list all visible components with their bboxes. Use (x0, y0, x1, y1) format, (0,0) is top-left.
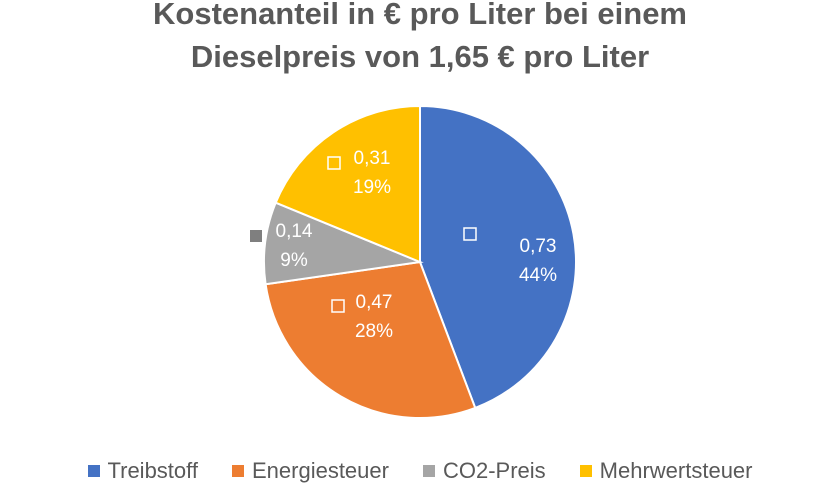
legend-swatch-co2-preis (422, 465, 435, 477)
data-label-percent-energiesteuer: 28% (355, 321, 393, 342)
data-label-value-co2-preis: 0,14 (276, 221, 313, 242)
pie-slice-energiesteuer (264, 260, 477, 419)
data-label-percent-treibstoff: 44% (519, 265, 557, 286)
chart-title: Kostenanteil in € pro Liter bei einem Di… (0, 0, 840, 78)
data-label-value-mehrwertsteuer: 0,31 (354, 148, 391, 169)
pie-slice-treibstoff (419, 104, 577, 410)
data-label-value-treibstoff: 0,73 (520, 236, 557, 257)
legend-item-co2-preis: CO2-Preis (422, 458, 546, 484)
chart-title-line-2: Dieselpreis von 1,65 € pro Liter (190, 39, 650, 74)
legend-label-co2-preis: CO2-Preis (442, 458, 546, 483)
legend-item-mehrwertsteuer: Mehrwertsteuer (579, 458, 753, 484)
legend-swatch-energiesteuer (231, 465, 244, 477)
data-label-marker-energiesteuer (331, 299, 345, 313)
data-label-percent-co2-preis: 9% (280, 250, 308, 271)
data-label-percent-mehrwertsteuer: 19% (353, 177, 391, 198)
legend-item-treibstoff: Treibstoff (87, 458, 198, 484)
legend-swatch-treibstoff (87, 465, 100, 477)
legend-label-mehrwertsteuer: Mehrwertsteuer (599, 458, 753, 483)
legend-label-treibstoff: Treibstoff (107, 458, 198, 483)
data-label-marker-mehrwertsteuer (327, 156, 341, 170)
legend-item-energiesteuer: Energiesteuer (231, 458, 389, 484)
legend: Treibstoff Energiesteuer CO2-Preis Mehrw… (0, 458, 840, 484)
data-label-value-energiesteuer: 0,47 (356, 292, 393, 313)
pie-slice-mehrwertsteuer (274, 104, 421, 264)
data-label-marker-treibstoff (463, 227, 477, 241)
legend-swatch-mehrwertsteuer (579, 465, 592, 477)
legend-label-energiesteuer: Energiesteuer (251, 458, 389, 483)
data-label-marker-co2-preis (250, 230, 262, 242)
chart-title-line-1: Kostenanteil in € pro Liter bei einem (153, 0, 687, 31)
